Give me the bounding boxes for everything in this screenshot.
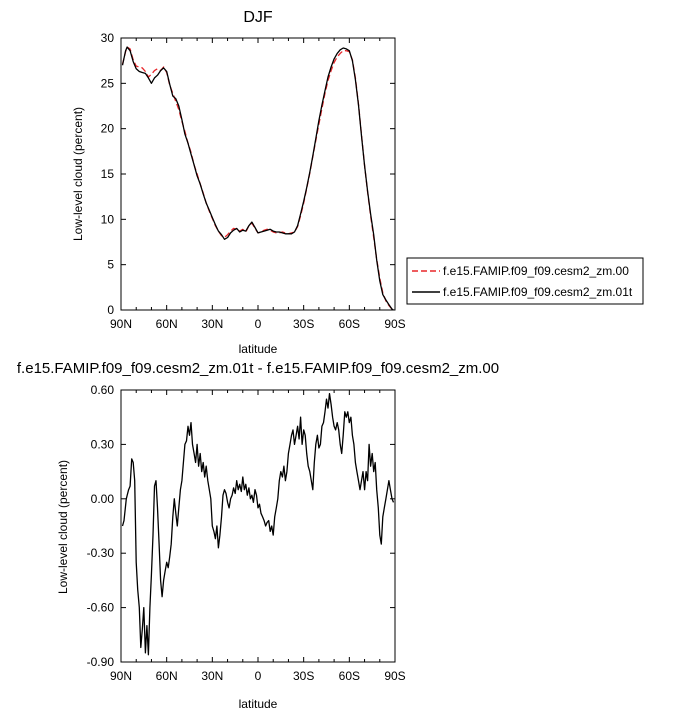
series-line-0 <box>121 392 395 656</box>
x-tick-label: 30S <box>293 669 314 683</box>
axis-ticks: 90N 60N 30N 0 30S 60S 90S -0.90 -0.60 -0.30 0.00 0.… <box>87 383 406 683</box>
y-tick-label: 0 <box>107 303 114 317</box>
y-tick-label: 15 <box>101 167 115 181</box>
series-lines <box>121 46 394 311</box>
chart-title: DJF <box>243 9 273 26</box>
x-axis-label: latitude <box>239 342 278 356</box>
x-tick-label: 0 <box>255 669 262 683</box>
y-tick-label: 0.30 <box>91 437 115 451</box>
axis-ticks: 90N 60N 30N 0 30S 60S 90S 0 5 10 15 20 25 30 <box>101 31 406 331</box>
y-axis-label: Low-level cloud (percent) <box>56 460 70 594</box>
y-tick-label: 0.60 <box>91 383 115 397</box>
plot-frame <box>120 37 396 311</box>
y-tick-label: 25 <box>101 76 115 90</box>
y-tick-label: 10 <box>101 212 115 226</box>
x-tick-label: 90S <box>384 669 405 683</box>
x-tick-label: 60S <box>339 317 360 331</box>
x-tick-label: 90S <box>384 317 405 331</box>
x-tick-label: 90N <box>110 669 132 683</box>
y-tick-label: 30 <box>101 31 115 45</box>
legend-box <box>406 257 644 305</box>
y-axis-label: Low-level cloud (percent) <box>71 107 85 241</box>
x-tick-label: 90N <box>110 317 132 331</box>
y-tick-label: -0.60 <box>87 601 115 615</box>
y-tick-label: -0.30 <box>87 546 115 560</box>
legend-label-01t: f.e15.FAMIP.f09_f09.cesm2_zm.01t <box>443 285 633 299</box>
x-tick-label: 60S <box>339 669 360 683</box>
chart-djf: DJF latitude Low-level cloud (percent) 9… <box>71 9 644 356</box>
series-line-0 <box>121 46 394 311</box>
y-tick-label: 0.00 <box>91 492 115 506</box>
x-tick-label: 30S <box>293 317 314 331</box>
x-tick-label: 60N <box>156 317 178 331</box>
x-tick-label: 0 <box>255 317 262 331</box>
y-tick-label: 20 <box>101 122 115 136</box>
y-tick-label: 5 <box>107 258 114 272</box>
series-line-1 <box>121 46 394 311</box>
chart-difference: f.e15.FAMIP.f09_f09.cesm2_zm.01t - f.e15… <box>17 360 499 711</box>
x-tick-label: 30N <box>201 317 223 331</box>
series-lines <box>121 392 395 656</box>
x-tick-label: 30N <box>201 669 223 683</box>
plot-frame <box>120 389 396 663</box>
x-tick-label: 60N <box>156 669 178 683</box>
y-tick-label: -0.90 <box>87 655 115 669</box>
legend: f.e15.FAMIP.f09_f09.cesm2_zm.00 f.e15.FA… <box>406 257 644 305</box>
x-axis-label: latitude <box>239 697 278 711</box>
chart-title: f.e15.FAMIP.f09_f09.cesm2_zm.01t - f.e15… <box>17 360 499 377</box>
legend-label-00: f.e15.FAMIP.f09_f09.cesm2_zm.00 <box>443 264 629 278</box>
